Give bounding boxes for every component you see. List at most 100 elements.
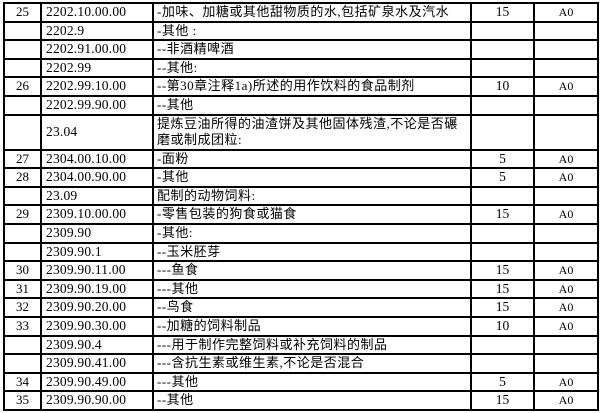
row-number-cell [3, 94, 42, 116]
hs-code-cell: 2309.90.4 [40, 334, 154, 356]
table-row: 27 2304.00.10.00 -面粉 5 A0 [3, 148, 599, 170]
table-row: 2309.90 -其他: [3, 222, 599, 244]
table-row: 26 2202.99.10.00 --第30章注释1a)所述的用作饮料的食品制剂… [3, 76, 599, 97]
row-number-cell: 33 [3, 315, 42, 337]
description-cell: 配制的动物饲料: [152, 185, 472, 207]
hs-code-cell: 2309.90.20.00 [40, 297, 154, 318]
row-number-cell [3, 39, 42, 60]
table-row: 29 2309.10.00.00 -零售包装的狗食或猫食 15 A0 [3, 204, 599, 225]
cert-code-cell [533, 94, 599, 116]
description-line-1: ---鱼食 [157, 262, 199, 278]
description-line-1: -其他 : [157, 22, 197, 38]
duty-rate-cell: 15 [470, 390, 535, 411]
description-cell: --第30章注释1a)所述的用作饮料的食品制剂 [152, 76, 472, 97]
table-row: 25 2202.10.00.00 -加味、加糖或其他甜物质的水,包括矿泉水及汽水… [3, 2, 599, 23]
row-number-cell: 27 [3, 148, 42, 170]
description-line-1: --第30章注释1a)所述的用作饮料的食品制剂 [157, 78, 415, 94]
description-line-1: -其他: [157, 224, 193, 240]
cert-code-cell: A0 [533, 204, 599, 225]
description-cell: -其他 [152, 167, 472, 188]
description-cell: --其他: [152, 57, 472, 79]
table-row: 28 2304.00.90.00 -其他 5 A0 [3, 167, 599, 188]
hs-code-cell: 2304.00.10.00 [40, 148, 154, 170]
description-cell: ---鱼食 [152, 260, 472, 281]
description-cell: --加糖的饲料制品 [152, 315, 472, 337]
duty-rate-cell: 5 [470, 148, 535, 170]
table-row: 2202.91.00.00 --非酒精啤酒 [3, 39, 599, 60]
description-line-1: --玉米胚芽 [157, 243, 221, 259]
hs-code-cell: 2309.90.41.00 [40, 353, 154, 374]
table-row: 23.04 提炼豆油所得的油渣饼及其他固体残渣,不论是否碾 磨或制成团粒: [3, 113, 599, 151]
row-number-cell [3, 113, 42, 151]
tariff-table-body: 25 2202.10.00.00 -加味、加糖或其他甜物质的水,包括矿泉水及汽水… [3, 2, 599, 411]
table-row: 30 2309.90.11.00 ---鱼食 15 A0 [3, 260, 599, 281]
duty-rate-cell: 5 [470, 167, 535, 188]
cert-code-cell: A0 [533, 371, 599, 393]
description-line-1: --其他 [157, 392, 194, 408]
table-row: 34 2309.90.49.00 ---其他 5 A0 [3, 371, 599, 393]
duty-rate-cell [470, 353, 535, 374]
duty-rate-cell [470, 113, 535, 151]
cert-code-cell: A0 [533, 167, 599, 188]
row-number-cell [3, 222, 42, 244]
duty-rate-cell: 15 [470, 260, 535, 281]
row-number-cell [3, 57, 42, 79]
duty-rate-cell: 15 [470, 297, 535, 318]
cert-code-cell [533, 113, 599, 151]
table-row: 33 2309.90.30.00 --加糖的饲料制品 10 A0 [3, 315, 599, 337]
description-line-1: -加味、加糖或其他甜物质的水,包括矿泉水及汽水 [157, 4, 450, 20]
table-row: 2202.99.90.00 --其他 [3, 94, 599, 116]
row-number-cell [3, 185, 42, 207]
duty-rate-cell: 15 [470, 278, 535, 300]
row-number-cell [3, 20, 42, 42]
hs-code-cell: 2202.99.90.00 [40, 94, 154, 116]
description-line-1: --其他: [157, 59, 198, 75]
row-number-cell: 26 [3, 76, 42, 97]
hs-code-cell: 2202.91.00.00 [40, 39, 154, 60]
duty-rate-cell [470, 94, 535, 116]
duty-rate-cell [470, 39, 535, 60]
hs-code-cell: 2202.10.00.00 [40, 2, 154, 23]
description-cell: --非酒精啤酒 [152, 39, 472, 60]
row-number-cell: 34 [3, 371, 42, 393]
description-line-1: 配制的动物饲料: [157, 187, 256, 203]
table-row: 2309.90.4 ---用于制作完整饲料或补充饲料的制品 [3, 334, 599, 356]
description-line-1: -面粉 [157, 150, 189, 166]
hs-code-cell: 2309.10.00.00 [40, 204, 154, 225]
description-cell: --鸟食 [152, 297, 472, 318]
duty-rate-cell: 15 [470, 204, 535, 225]
hs-code-cell: 23.04 [40, 113, 154, 151]
row-number-cell: 30 [3, 260, 42, 281]
hs-code-cell: 2202.99 [40, 57, 154, 79]
duty-rate-cell [470, 57, 535, 79]
description-cell: -零售包装的狗食或猫食 [152, 204, 472, 225]
description-cell: 提炼豆油所得的油渣饼及其他固体残渣,不论是否碾 磨或制成团粒: [152, 113, 472, 151]
hs-code-cell: 2202.99.10.00 [40, 76, 154, 97]
description-cell: --其他 [152, 390, 472, 411]
cert-code-cell [533, 57, 599, 79]
hs-code-cell: 2309.90 [40, 222, 154, 244]
description-line-2: 磨或制成团粒: [157, 132, 243, 148]
cert-code-cell [533, 185, 599, 207]
cert-code-cell [533, 222, 599, 244]
tariff-table: 25 2202.10.00.00 -加味、加糖或其他甜物质的水,包括矿泉水及汽水… [3, 2, 599, 411]
cert-code-cell [533, 334, 599, 356]
duty-rate-cell [470, 185, 535, 207]
row-number-cell: 32 [3, 297, 42, 318]
cert-code-cell: A0 [533, 390, 599, 411]
description-cell: --其他 [152, 94, 472, 116]
description-line-1: --加糖的饲料制品 [157, 317, 262, 333]
cert-code-cell [533, 39, 599, 60]
description-cell: --玉米胚芽 [152, 241, 472, 263]
row-number-cell: 35 [3, 390, 42, 411]
duty-rate-cell: 15 [470, 2, 535, 23]
duty-rate-cell: 5 [470, 371, 535, 393]
description-cell: -加味、加糖或其他甜物质的水,包括矿泉水及汽水 [152, 2, 472, 23]
description-line-1: -其他 [157, 169, 189, 185]
table-row: 2309.90.41.00 ---含抗生素或维生素,不论是否混合 [3, 353, 599, 374]
row-number-cell [3, 241, 42, 263]
duty-rate-cell [470, 222, 535, 244]
row-number-cell: 25 [3, 2, 42, 23]
row-number-cell [3, 353, 42, 374]
